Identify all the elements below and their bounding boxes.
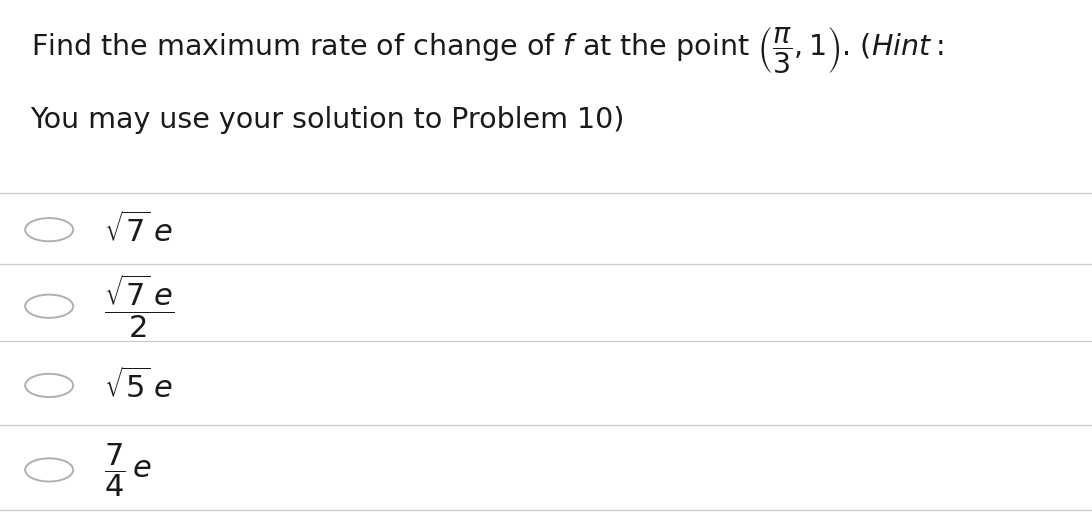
Text: $\dfrac{\sqrt{7}\,e}{2}$: $\dfrac{\sqrt{7}\,e}{2}$ [104,272,174,340]
Text: $\sqrt{5}\,e$: $\sqrt{5}\,e$ [104,367,173,403]
Text: $\dfrac{7}{4}\,e$: $\dfrac{7}{4}\,e$ [104,441,152,498]
Text: $\sqrt{7}\,e$: $\sqrt{7}\,e$ [104,212,173,248]
Text: You may use your solution to Problem 10): You may use your solution to Problem 10) [31,106,625,134]
Text: Find the maximum rate of change of $f$ at the point $\left(\dfrac{\pi}{3}, 1\rig: Find the maximum rate of change of $f$ a… [31,24,943,75]
